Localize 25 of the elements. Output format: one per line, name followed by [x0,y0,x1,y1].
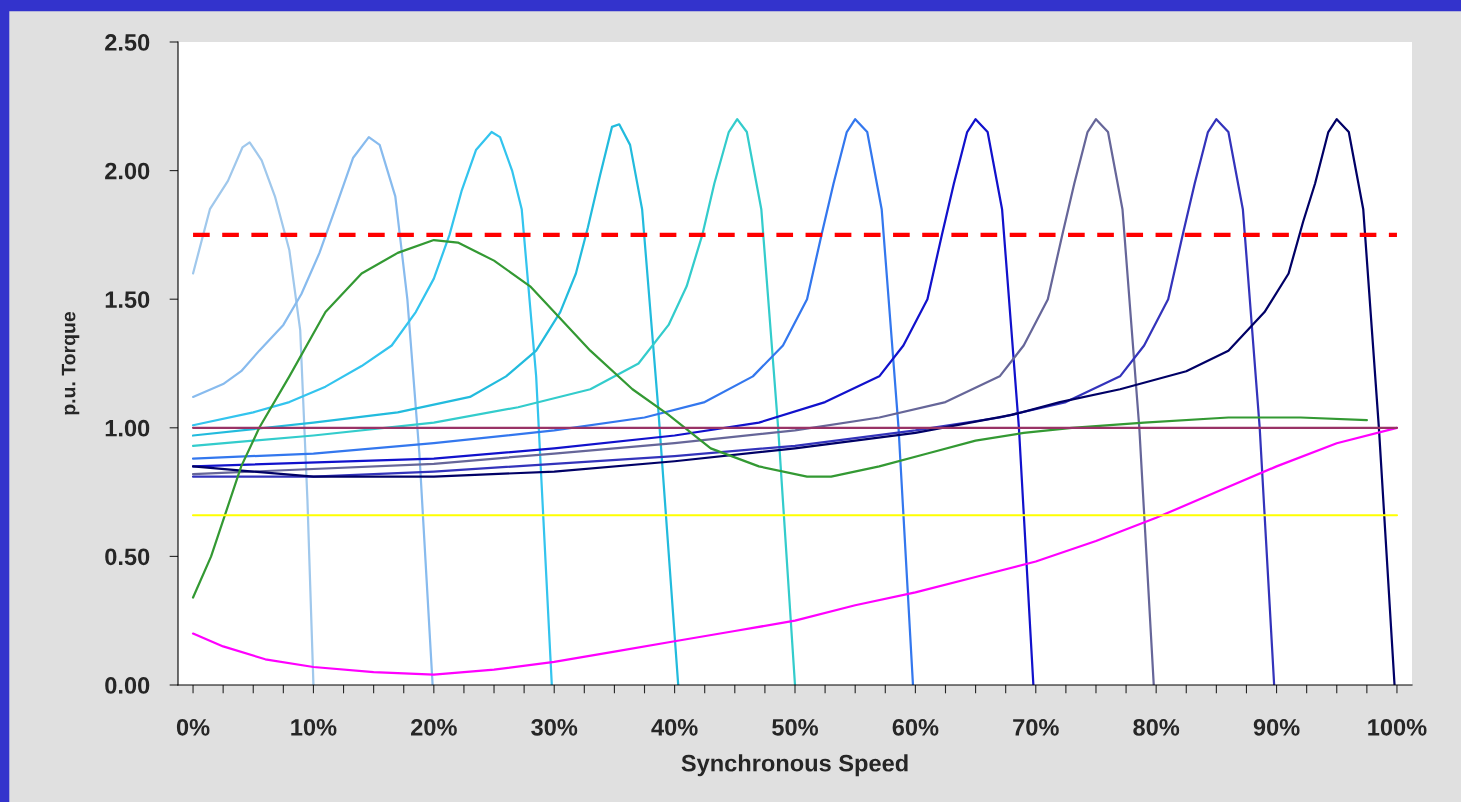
y-tick-label: 1.50 [105,291,150,308]
x-tick-label: 20% [411,718,457,736]
x-axis-title: Synchronous Speed [681,754,908,777]
x-tick-label: 0% [176,718,210,736]
line-series [191,130,553,685]
line-series [191,141,315,685]
x-tick-label: 70% [1013,718,1059,736]
x-tick-label: 90% [1253,718,1300,736]
y-tick-label: 2.50 [105,34,150,51]
x-tick-label: 50% [772,718,819,736]
x-tick-label: 100% [1368,718,1427,736]
x-tick-label: 40% [651,718,698,736]
line-series [191,136,434,685]
line-series [191,123,680,685]
x-tick-label: 80% [1133,718,1180,736]
y-tick-label: 2.00 [105,162,150,180]
y-tick-label: 0.00 [105,677,150,694]
line-series [191,118,797,685]
line-series [191,238,1368,599]
x-tick-label: 60% [892,718,939,736]
y-tick-label: 1.00 [105,419,150,437]
y-tick-label: 0.50 [105,548,150,566]
x-tick-label: 10% [291,718,337,736]
y-axis-title: p.u. Torque [61,311,80,415]
x-tick-label: 30% [531,718,578,736]
